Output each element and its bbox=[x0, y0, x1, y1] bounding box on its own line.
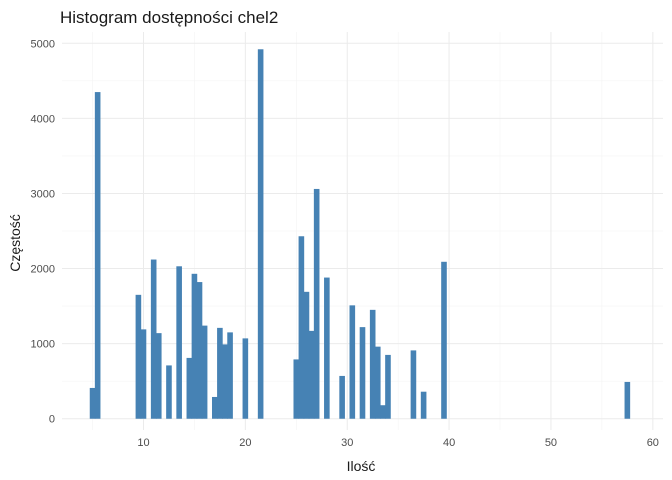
histogram-bar bbox=[201, 325, 208, 419]
histogram-bar bbox=[624, 381, 631, 419]
histogram-bar bbox=[186, 357, 193, 419]
chart-title: Histogram dostępności chel2 bbox=[60, 8, 278, 27]
histogram-bar bbox=[166, 365, 172, 419]
x-tick-label: 60 bbox=[647, 437, 659, 449]
histogram-bar bbox=[257, 49, 264, 419]
histogram-bar bbox=[359, 327, 366, 419]
x-tick-label: 40 bbox=[443, 437, 455, 449]
histogram-bar bbox=[369, 309, 376, 419]
histogram-bar bbox=[135, 294, 142, 419]
y-tick-label: 4000 bbox=[31, 113, 55, 125]
y-tick-label: 1000 bbox=[31, 339, 55, 351]
histogram-bar bbox=[211, 396, 218, 419]
histogram-bar bbox=[308, 330, 315, 419]
y-tick-label: 5000 bbox=[31, 38, 55, 50]
histogram-bar bbox=[339, 375, 345, 419]
y-tick-label: 2000 bbox=[31, 264, 55, 276]
histogram-bar bbox=[89, 387, 96, 419]
y-axis-ticks: 0 1000 2000 3000 4000 5000 bbox=[31, 38, 55, 425]
histogram-bar bbox=[410, 350, 417, 419]
histogram-bar bbox=[374, 346, 381, 419]
x-axis-ticks: 10 20 30 40 50 60 bbox=[137, 437, 659, 449]
histogram-bar bbox=[380, 405, 386, 419]
x-tick-label: 30 bbox=[341, 437, 353, 449]
histogram-bar bbox=[441, 261, 447, 419]
histogram-bar bbox=[385, 354, 391, 419]
histogram-bar bbox=[222, 344, 228, 419]
x-tick-label: 20 bbox=[239, 437, 251, 449]
histogram-bar bbox=[196, 282, 203, 419]
histogram-bar bbox=[303, 291, 310, 419]
x-axis-title: Ilość bbox=[347, 458, 376, 474]
histogram-bar bbox=[313, 188, 320, 419]
histogram-bar bbox=[293, 359, 300, 419]
histogram-bar bbox=[176, 266, 182, 419]
histogram-bar bbox=[191, 273, 198, 419]
x-tick-label: 10 bbox=[137, 437, 149, 449]
y-tick-label: 3000 bbox=[31, 188, 55, 200]
histogram-bar bbox=[150, 259, 157, 419]
histogram-bar bbox=[140, 329, 147, 419]
y-tick-label: 0 bbox=[49, 414, 55, 426]
histogram-bar bbox=[324, 277, 330, 419]
y-axis-title: Częstość bbox=[7, 214, 23, 272]
x-tick-label: 50 bbox=[545, 437, 557, 449]
histogram-bar bbox=[217, 327, 223, 419]
histogram-bar bbox=[94, 92, 101, 419]
histogram-bar bbox=[349, 305, 356, 419]
histogram-bar bbox=[420, 391, 427, 419]
bars-group bbox=[89, 49, 631, 419]
histogram-bar bbox=[227, 332, 233, 419]
histogram-bar bbox=[242, 338, 249, 419]
histogram-bar bbox=[298, 236, 305, 419]
histogram-bar bbox=[155, 333, 162, 419]
